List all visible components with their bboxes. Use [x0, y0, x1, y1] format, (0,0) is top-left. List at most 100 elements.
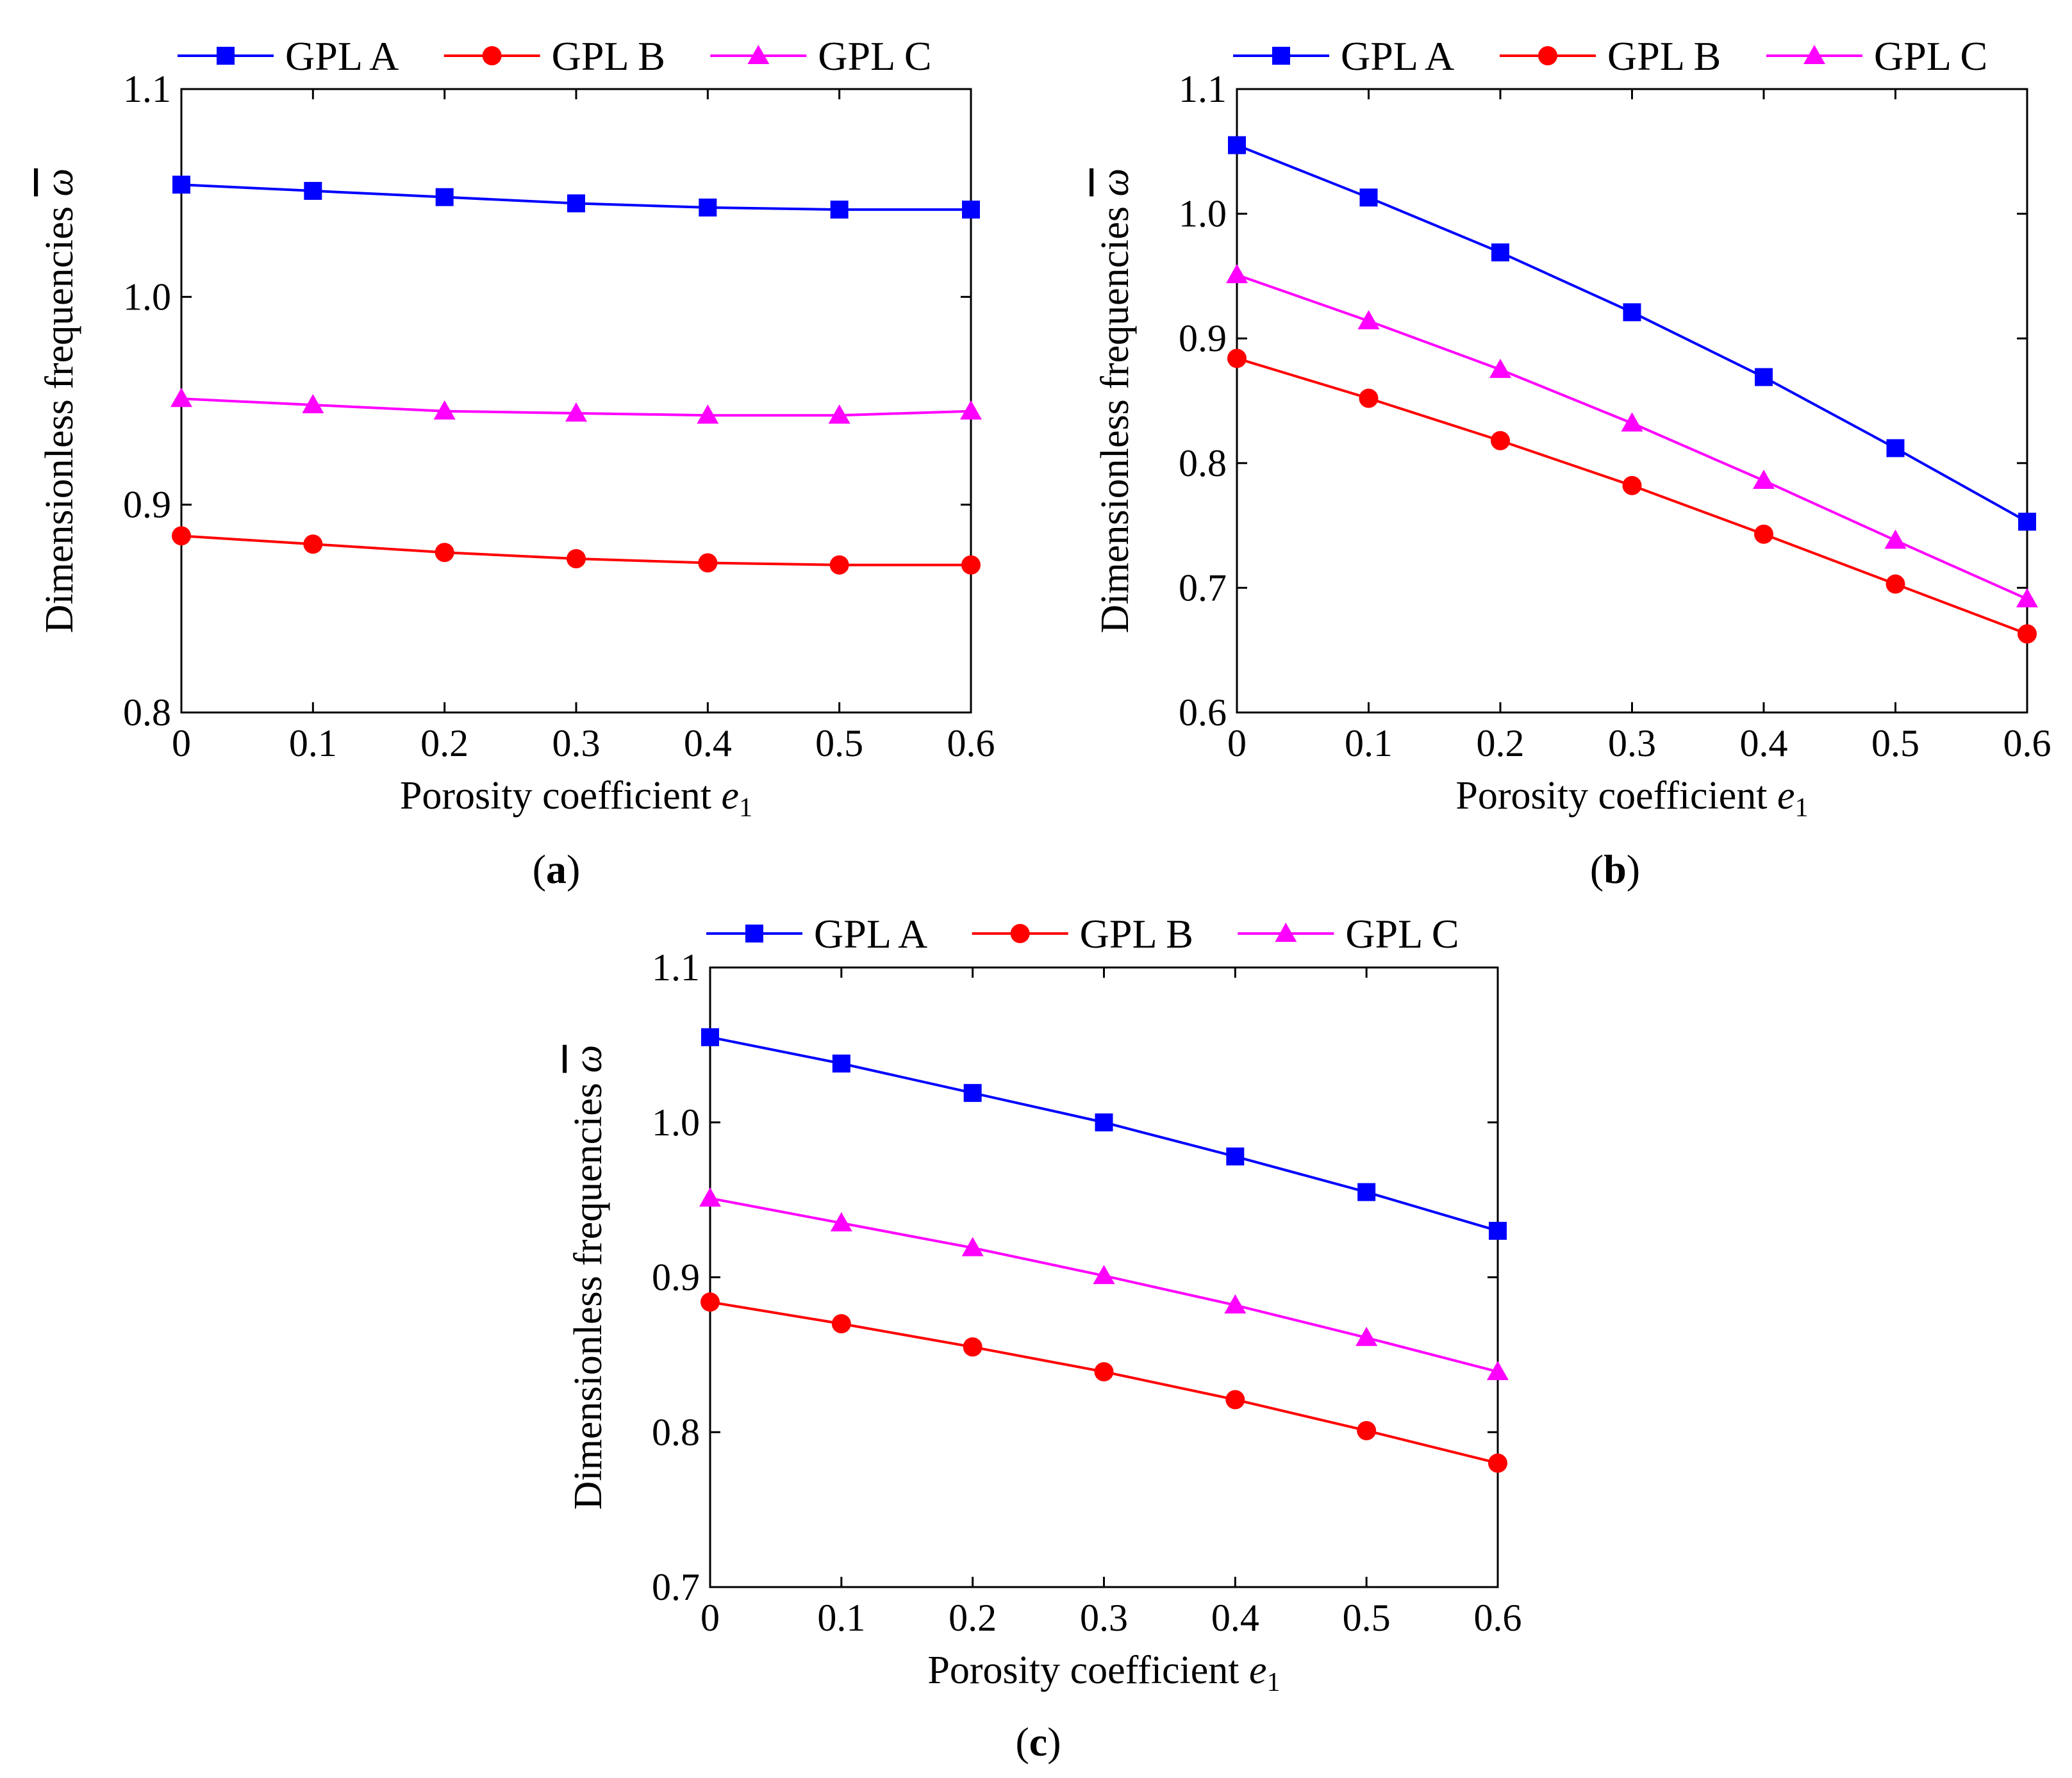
x-tick-label: 0.6	[947, 722, 995, 764]
legend-marker	[217, 47, 235, 65]
data-point	[567, 548, 586, 568]
series-gpl-c	[699, 1187, 1509, 1380]
data-point	[1489, 1221, 1507, 1240]
data-point	[1886, 439, 1905, 457]
series-gpl-a	[701, 1028, 1507, 1240]
data-point	[1884, 529, 1907, 549]
chart-panel-c: 0.7 0.8 0.9 1.0 1.1 0 0.1 0.2 0.3 0.4 0.5 0.6 Porosi…	[567, 911, 1522, 1765]
data-point	[831, 1314, 851, 1334]
data-point	[1226, 1147, 1245, 1165]
x-axis-label: Porosity coefficient e1	[400, 774, 752, 823]
series-gpl-b	[172, 526, 981, 575]
legend-marker	[1803, 45, 1825, 64]
x-tick-label: 0	[1227, 722, 1247, 764]
legend-label: GPL B	[1080, 911, 1193, 957]
legend-marker	[482, 46, 502, 65]
data-point	[699, 1187, 721, 1207]
data-point	[1228, 136, 1246, 154]
legend-marker	[1010, 924, 1030, 943]
panel-label: (b)	[1590, 846, 1640, 892]
x-tick-label: 0.1	[817, 1597, 865, 1639]
x-tick-label: 0.3	[552, 722, 601, 764]
data-point	[963, 1083, 982, 1102]
data-point	[1755, 368, 1773, 386]
legend: GPL A GPL B GPL C	[178, 33, 932, 79]
legend: GPL A GPL B GPL C	[1233, 33, 1987, 79]
data-point	[2018, 513, 2036, 531]
data-point	[963, 1337, 982, 1357]
data-point	[701, 1028, 719, 1046]
y-tick-label: 1.0	[1179, 193, 1227, 235]
data-point	[1357, 309, 1380, 329]
data-point	[433, 400, 456, 420]
data-point	[1487, 1360, 1509, 1380]
legend-marker	[1275, 923, 1297, 942]
data-point	[1621, 412, 1643, 432]
x-tick-label: 0.5	[815, 722, 863, 764]
y-tick-label: 0.8	[652, 1411, 700, 1453]
series-line	[709, 1035, 1498, 1232]
data-point	[567, 194, 585, 213]
data-point	[699, 198, 717, 217]
legend-label: GPL C	[1874, 33, 1987, 79]
data-point	[435, 188, 454, 206]
data-point	[2016, 588, 2038, 607]
data-point	[1359, 188, 1378, 207]
y-tick-label: 0.8	[1179, 442, 1227, 484]
chart-panel-b: 0.6 0.7 0.8 0.9 1.0 1.1 0 0.1 0.2 0.3 0.4 0.5 0.6 Por…	[1093, 33, 2051, 892]
x-tick-label: 0.1	[289, 722, 337, 764]
x-tick-label: 0	[172, 722, 191, 764]
plot-frame	[180, 88, 972, 714]
x-tick-label: 0.1	[1345, 722, 1393, 764]
x-tick-label: 0.2	[1477, 722, 1525, 764]
y-tick-label: 0.9	[123, 484, 171, 526]
data-point	[1753, 470, 1775, 490]
series-gpl-b	[1227, 349, 2037, 644]
data-point	[1623, 303, 1641, 322]
data-point	[1491, 243, 1509, 261]
data-point	[302, 393, 324, 413]
y-tick-label: 0.7	[1179, 566, 1227, 609]
legend-label: GPL A	[814, 911, 927, 957]
series-line	[1236, 357, 2028, 636]
data-point	[1093, 1265, 1115, 1285]
legend-marker	[1538, 46, 1557, 65]
y-tick-label: 0.8	[123, 691, 171, 734]
data-point	[172, 526, 191, 546]
data-point	[170, 388, 192, 407]
x-tick-label: 0.6	[1474, 1597, 1522, 1639]
panel-label: (a)	[533, 846, 581, 892]
data-point	[1357, 1420, 1377, 1440]
y-axis-label: Dimensionless frequencies ω	[567, 1045, 610, 1510]
x-tick-label: 0.2	[949, 1597, 997, 1639]
y-tick-label: 0.7	[652, 1566, 700, 1608]
legend: GPL A GPL B GPL C	[706, 911, 1459, 957]
y-tick-label: 1.0	[123, 276, 171, 318]
data-point	[829, 555, 849, 575]
data-point	[1622, 475, 1642, 495]
data-point	[1886, 574, 1905, 594]
plot-frame	[1236, 88, 2028, 714]
data-point	[1488, 1453, 1507, 1473]
y-tick-label: 0.6	[1179, 691, 1227, 734]
y-tick-label: 0.9	[652, 1256, 700, 1299]
data-point	[832, 1054, 850, 1073]
panel-label: (c)	[1015, 1719, 1061, 1765]
data-point	[304, 181, 322, 200]
data-point	[172, 176, 190, 194]
data-point	[1489, 358, 1511, 378]
legend-marker	[745, 925, 763, 943]
data-point	[1357, 1183, 1376, 1201]
data-point	[830, 201, 849, 219]
data-point	[1224, 1294, 1247, 1314]
series-gpl-a	[172, 176, 980, 219]
y-tick-label: 1.1	[1179, 68, 1227, 110]
data-point	[1754, 524, 1773, 544]
y-tick-label: 1.1	[123, 68, 171, 110]
x-tick-label: 0.3	[1080, 1597, 1128, 1639]
data-point	[1226, 263, 1248, 283]
x-tick-label: 0.5	[1343, 1597, 1391, 1639]
y-tick-label: 1.1	[652, 946, 700, 989]
legend-label: GPL C	[1345, 911, 1459, 957]
x-tick-label: 0.2	[420, 722, 468, 764]
